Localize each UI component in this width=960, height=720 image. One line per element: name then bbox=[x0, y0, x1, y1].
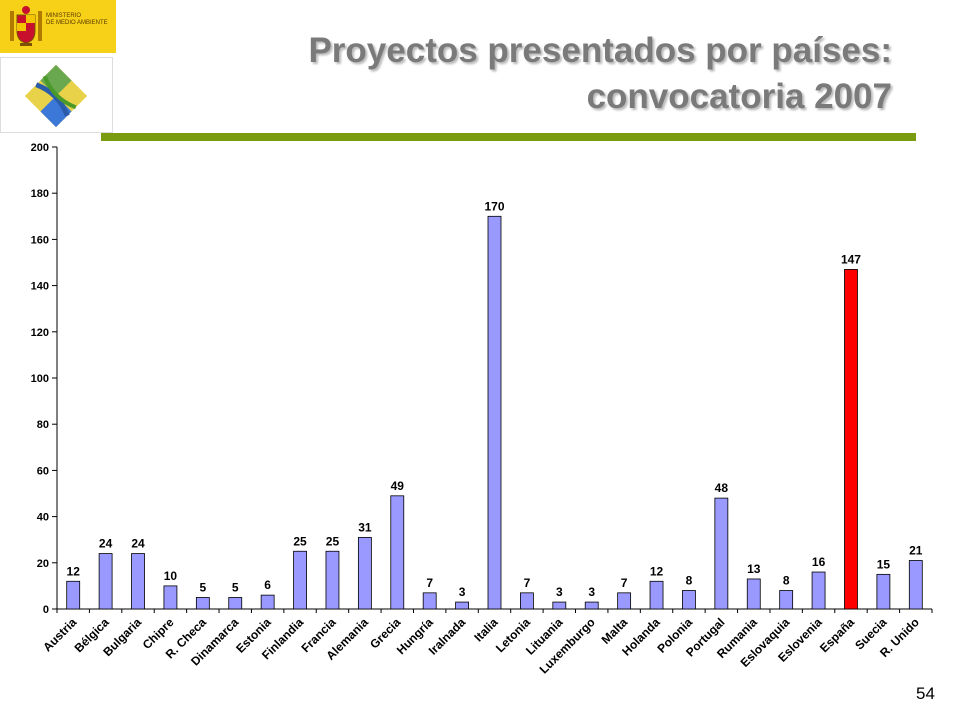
y-tick-label: 60 bbox=[37, 465, 49, 477]
data-label: 12 bbox=[650, 564, 664, 578]
data-label: 13 bbox=[747, 562, 761, 576]
data-label: 8 bbox=[686, 574, 693, 588]
title-line-2: convocatoria 2007 bbox=[586, 77, 892, 116]
data-label: 3 bbox=[459, 585, 466, 599]
bar bbox=[357, 536, 372, 610]
data-label: 5 bbox=[199, 580, 206, 594]
bar bbox=[617, 592, 632, 610]
y-tick-label: 40 bbox=[37, 512, 49, 524]
data-label: 15 bbox=[877, 557, 891, 571]
bar bbox=[163, 585, 178, 610]
ministry-line-1: MINISTERIO bbox=[46, 13, 82, 19]
bar bbox=[131, 553, 145, 610]
data-label: 147 bbox=[841, 252, 861, 266]
data-label: 10 bbox=[164, 569, 178, 583]
bar bbox=[325, 550, 340, 610]
x-tick-label: Iralnada bbox=[426, 615, 469, 658]
bar bbox=[260, 594, 275, 610]
data-label: 7 bbox=[524, 576, 531, 590]
y-tick-label: 80 bbox=[37, 419, 49, 431]
page-number: 54 bbox=[916, 684, 935, 703]
data-label: 3 bbox=[556, 585, 563, 599]
bar bbox=[779, 590, 794, 610]
data-label: 31 bbox=[358, 520, 372, 534]
y-tick-label: 140 bbox=[31, 281, 49, 293]
data-label: 7 bbox=[621, 576, 628, 590]
x-tick-label: España bbox=[817, 615, 857, 655]
data-label: 49 bbox=[391, 479, 405, 493]
bar bbox=[98, 553, 113, 610]
bar bbox=[908, 560, 923, 610]
bar bbox=[552, 601, 567, 610]
title-line-1: Proyectos presentados por países: bbox=[308, 31, 892, 70]
data-label: 24 bbox=[131, 537, 145, 551]
data-label: 12 bbox=[67, 564, 81, 578]
y-tick-label: 100 bbox=[31, 373, 49, 385]
bar bbox=[195, 597, 210, 610]
y-tick-label: 20 bbox=[37, 558, 49, 570]
ministry-name: MINISTERIO DE MEDIO AMBIENTE bbox=[46, 13, 108, 27]
data-label: 7 bbox=[426, 576, 433, 590]
y-tick-label: 0 bbox=[43, 604, 49, 616]
title-divider bbox=[101, 133, 916, 141]
data-label: 16 bbox=[812, 555, 826, 569]
bar bbox=[520, 592, 534, 610]
data-label: 24 bbox=[99, 537, 113, 551]
bar bbox=[844, 269, 858, 610]
data-label: 25 bbox=[293, 534, 307, 548]
ministry-logo: MINISTERIO DE MEDIO AMBIENTE bbox=[0, 0, 116, 53]
bar bbox=[714, 497, 729, 610]
data-label: 25 bbox=[326, 534, 340, 548]
bar bbox=[584, 601, 599, 610]
bar-chart: 02040608010012014016018020012Austria24Bé… bbox=[31, 142, 933, 677]
bar bbox=[390, 495, 405, 610]
y-tick-label: 160 bbox=[31, 234, 49, 246]
bar bbox=[422, 592, 437, 610]
data-label: 8 bbox=[783, 574, 790, 588]
data-label: 21 bbox=[909, 543, 923, 557]
data-label: 3 bbox=[588, 585, 595, 599]
bar bbox=[746, 578, 761, 610]
page-title: Proyectos presentados por países: convoc… bbox=[308, 28, 892, 120]
y-tick-label: 200 bbox=[31, 142, 49, 154]
x-tick-label: Italia bbox=[471, 615, 500, 644]
y-tick-label: 120 bbox=[31, 327, 49, 339]
program-emblem-icon bbox=[24, 64, 88, 128]
bar bbox=[293, 550, 307, 610]
bar bbox=[649, 580, 664, 610]
coat-of-arms-icon bbox=[10, 6, 42, 46]
bar bbox=[228, 597, 243, 610]
program-logo bbox=[0, 57, 113, 133]
data-label: 48 bbox=[715, 481, 729, 495]
data-label: 170 bbox=[484, 199, 504, 213]
bar bbox=[811, 571, 826, 610]
ministry-line-2: DE MEDIO AMBIENTE bbox=[46, 20, 108, 26]
bar bbox=[66, 580, 81, 610]
data-label: 5 bbox=[232, 580, 239, 594]
bar bbox=[455, 601, 469, 610]
bar bbox=[876, 573, 891, 610]
bar bbox=[682, 590, 696, 610]
data-label: 6 bbox=[264, 578, 271, 592]
y-tick-label: 180 bbox=[31, 188, 49, 200]
bar bbox=[487, 215, 502, 610]
